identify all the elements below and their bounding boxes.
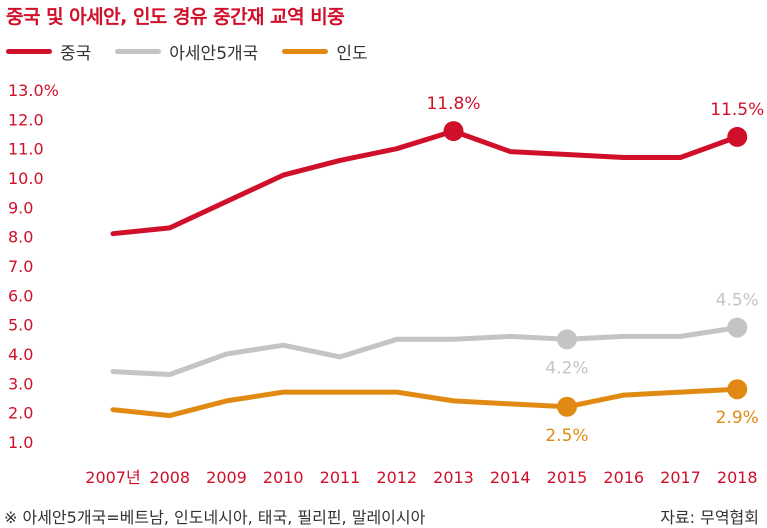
y-tick-label: 12.0 — [8, 110, 44, 129]
y-tick-label: 5.0 — [8, 316, 33, 335]
y-tick-label: 1.0 — [8, 433, 33, 452]
y-tick-label: 11.0 — [8, 140, 44, 159]
y-tick-label: 13.0% — [8, 81, 59, 100]
legend-item-china: 중국 — [6, 39, 91, 64]
data-point-china — [443, 121, 464, 142]
legend-label-asean: 아세안5개국 — [169, 43, 259, 64]
data-point-india — [727, 379, 748, 400]
data-label-china: 11.5% — [710, 100, 764, 120]
footnote: ※ 아세안5개국=베트남, 인도네시아, 태국, 필리핀, 말레이시아 — [4, 508, 426, 527]
legend-item-india: 인도 — [282, 39, 368, 64]
x-tick-label: 2008 — [149, 468, 190, 487]
data-point-china — [727, 126, 748, 147]
data-label-india: 2.9% — [716, 408, 759, 428]
chart-title: 중국 및 아세안, 인도 경유 중간재 교역 비중 — [6, 6, 345, 28]
x-tick-label: 2011 — [320, 468, 361, 487]
series-line-india — [110, 386, 740, 419]
data-point-india — [557, 396, 577, 417]
legend-item-asean: 아세안5개국 — [115, 39, 258, 64]
data-point-asean — [727, 317, 748, 338]
y-tick-label: 2.0 — [8, 404, 33, 423]
y-tick-label: 7.0 — [8, 257, 33, 276]
y-tick-label: 3.0 — [8, 374, 33, 393]
y-tick-label: 10.0 — [8, 169, 44, 188]
legend-swatch-asean — [115, 48, 162, 54]
x-tick-label: 2007년 — [85, 468, 140, 487]
series-line-asean — [110, 325, 740, 377]
series-line-china — [110, 128, 740, 237]
x-tick-label: 2015 — [547, 468, 588, 487]
data-label-asean: 4.2% — [545, 358, 588, 378]
data-label-india: 2.5% — [545, 426, 588, 446]
x-tick-label: 2009 — [206, 468, 247, 487]
x-tick-label: 2012 — [376, 468, 417, 487]
legend-swatch-china — [6, 48, 52, 54]
y-tick-label: 4.0 — [8, 345, 33, 364]
y-tick-label: 6.0 — [8, 286, 33, 305]
x-tick-label: 2016 — [603, 468, 644, 487]
source-note: 자료: 무역협회 — [660, 508, 759, 527]
y-tick-label: 8.0 — [8, 228, 33, 247]
legend-label-india: 인도 — [336, 43, 368, 64]
x-tick-label: 2018 — [717, 468, 758, 487]
data-point-asean — [557, 329, 577, 350]
x-tick-label: 2014 — [490, 468, 531, 487]
x-tick-label: 2017 — [660, 468, 701, 487]
legend-label-china: 중국 — [60, 43, 92, 64]
y-tick-label: 9.0 — [8, 198, 33, 217]
legend-swatch-india — [282, 48, 329, 54]
x-tick-label: 2010 — [263, 468, 304, 487]
legend: 중국 아세안5개국 인도 — [6, 38, 392, 64]
x-tick-label: 2013 — [433, 468, 474, 487]
data-label-asean: 4.5% — [716, 291, 759, 311]
data-label-china: 11.8% — [426, 94, 480, 114]
